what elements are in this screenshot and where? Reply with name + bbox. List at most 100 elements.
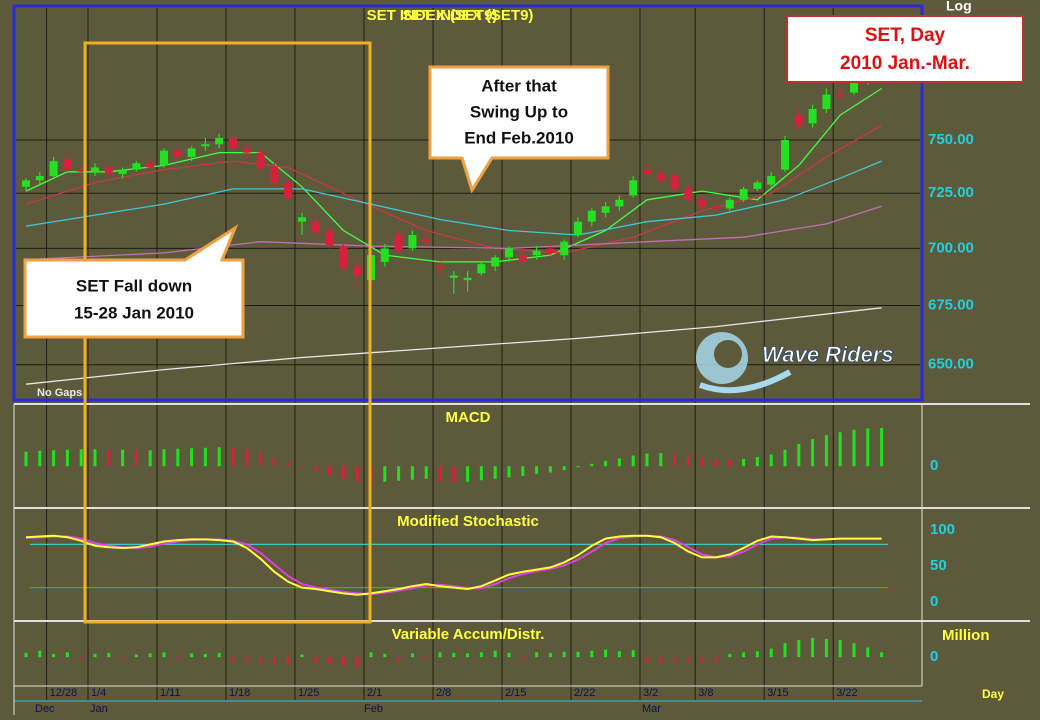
month-label: Feb — [364, 703, 383, 715]
bar — [121, 449, 125, 467]
logo-swirl-inner — [714, 340, 742, 368]
bar — [121, 657, 125, 661]
x-tick-label: 1/11 — [160, 687, 181, 699]
bar — [811, 637, 815, 658]
candle-body — [339, 246, 348, 269]
candle-body — [615, 199, 624, 207]
candle-body — [684, 188, 693, 200]
bar — [148, 450, 152, 467]
candle-body — [698, 199, 707, 207]
y-tick-label: 100 — [930, 521, 955, 538]
candle-body — [836, 94, 845, 97]
candle-body — [436, 266, 444, 269]
bar — [645, 657, 649, 662]
bar — [742, 458, 746, 467]
candle-body — [753, 182, 762, 189]
bar — [452, 652, 456, 658]
annotation: SET Fall down — [76, 276, 192, 295]
bar — [134, 654, 138, 658]
moving-average — [25, 160, 882, 236]
candle-body — [173, 150, 182, 157]
y-tick-label: 725.00 — [928, 184, 974, 201]
bar — [838, 640, 842, 658]
bar — [769, 648, 773, 658]
bar — [300, 466, 304, 468]
bar — [217, 447, 221, 467]
bar — [824, 435, 828, 467]
bar — [659, 453, 663, 467]
bar — [314, 466, 318, 472]
candle-body — [656, 173, 665, 181]
x-tick-label: 2/1 — [367, 687, 382, 699]
bar — [755, 651, 759, 658]
candle-body — [546, 248, 555, 253]
bar — [424, 466, 428, 479]
bar — [493, 466, 497, 479]
y-tick-label: 700.00 — [928, 239, 974, 256]
logo-wave — [698, 369, 792, 394]
bar — [162, 449, 166, 467]
bar — [507, 466, 511, 478]
candle-body — [256, 152, 265, 168]
bar — [714, 657, 718, 662]
bar — [714, 459, 718, 467]
candle-body — [725, 199, 734, 209]
bar — [438, 652, 442, 658]
price-panel-frame — [12, 4, 924, 402]
bar — [300, 654, 304, 658]
bar — [231, 447, 235, 467]
candle-body — [311, 221, 320, 233]
bar — [176, 448, 180, 467]
candle-body — [146, 163, 155, 168]
bar — [355, 657, 359, 667]
panel-title: MACD — [446, 409, 491, 426]
candle-body — [298, 217, 306, 222]
bar — [79, 657, 83, 660]
month-label: Dec — [35, 703, 55, 715]
bar — [686, 455, 690, 467]
bar — [755, 456, 759, 467]
bar — [686, 657, 690, 662]
bar — [866, 428, 870, 467]
bar — [190, 653, 194, 658]
bar — [190, 448, 194, 467]
bar — [452, 466, 456, 483]
x-tick-label: 3/22 — [836, 687, 857, 699]
bar — [700, 657, 704, 663]
note: No Gaps — [37, 387, 82, 399]
bar — [65, 652, 69, 658]
candle-body — [781, 140, 789, 170]
bar — [397, 657, 401, 662]
bar — [797, 443, 801, 467]
bar — [38, 650, 42, 658]
candle-body — [505, 248, 513, 258]
bar — [535, 652, 539, 658]
x-tick-label: 3/2 — [643, 687, 658, 699]
bar — [369, 652, 373, 658]
month-label: Mar — [642, 703, 661, 715]
bar — [148, 653, 152, 658]
y-tick-label: 50 — [930, 557, 947, 574]
callout-box — [23, 224, 245, 339]
stochastic-line — [25, 534, 882, 596]
candle-body — [808, 108, 817, 124]
bar — [576, 466, 580, 468]
title-box — [786, 15, 1024, 83]
bar — [79, 449, 83, 467]
x-tick-label: 3/8 — [698, 687, 713, 699]
bar — [424, 657, 428, 660]
bar — [314, 657, 318, 663]
bar — [245, 657, 249, 662]
candle-body — [587, 210, 596, 222]
bar — [535, 466, 539, 474]
bar — [769, 454, 773, 467]
bar — [673, 454, 677, 467]
candle-body — [532, 250, 541, 256]
candle-body — [325, 230, 334, 247]
callout-box — [428, 65, 610, 194]
bar — [286, 657, 290, 666]
annotation: Swing Up to — [470, 102, 568, 121]
candle-body — [77, 169, 86, 172]
candle-body — [394, 234, 403, 251]
bar — [397, 466, 401, 481]
